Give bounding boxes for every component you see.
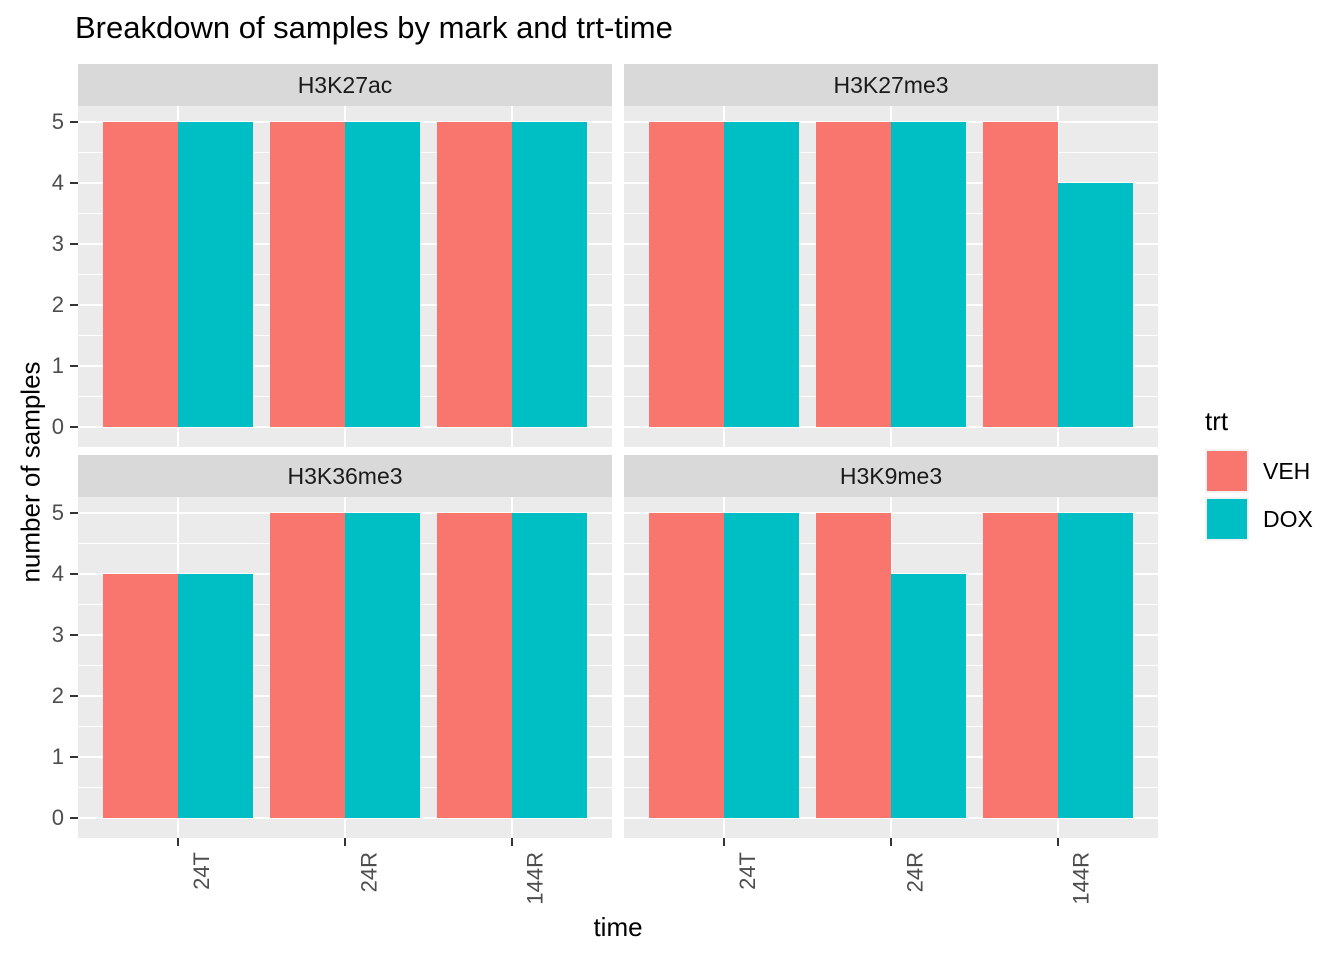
bar-H3K9me3-24T-VEH [649, 513, 725, 818]
x-tick [177, 838, 179, 846]
facet-panel-H3K27ac [78, 106, 612, 447]
veh-color-swatch-icon [1207, 451, 1247, 491]
y-tick-label: 3 [51, 231, 64, 256]
bar-H3K27ac-24R-VEH [269, 122, 345, 427]
legend: trt VEH DOX [1205, 406, 1313, 545]
bar-H3K27ac-144R-VEH [436, 122, 512, 427]
dox-color-swatch-icon [1207, 499, 1247, 539]
bar-H3K36me3-24R-DOX [345, 513, 421, 818]
legend-title: trt [1205, 406, 1229, 436]
legend-entry-dox: DOX [1205, 497, 1313, 541]
facet-panel-H3K27me3 [624, 106, 1158, 447]
facet-strip-H3K27me3: H3K27me3 [624, 64, 1158, 106]
facet-panel-H3K9me3 [624, 497, 1158, 838]
bar-H3K27me3-24R-VEH [815, 122, 891, 427]
bar-H3K27ac-24R-DOX [345, 122, 421, 427]
x-tick-label: 144R [1069, 852, 1094, 905]
facet-strip-label: H3K27me3 [833, 71, 949, 98]
y-tick [70, 756, 78, 758]
bar-H3K36me3-144R-VEH [436, 513, 512, 818]
y-tick-label: 5 [51, 109, 64, 134]
gridline-major [624, 426, 1158, 428]
x-axis-title: time [593, 912, 643, 942]
y-tick-label: 1 [51, 353, 64, 378]
chart-title: Breakdown of samples by mark and trt-tim… [75, 10, 673, 45]
y-tick [70, 243, 78, 245]
y-tick [70, 365, 78, 367]
y-tick-label: 2 [51, 683, 64, 708]
y-tick [70, 304, 78, 306]
facet-strip-label: H3K27ac [297, 71, 393, 98]
facet-strip-H3K27ac: H3K27ac [78, 64, 612, 106]
bar-H3K9me3-144R-VEH [982, 513, 1058, 818]
x-tick-label: 24T [735, 852, 760, 890]
gridline-major [78, 817, 612, 819]
legend-entry-veh: VEH [1205, 449, 1313, 493]
gridline-major [78, 426, 612, 428]
legend-label-veh: VEH [1263, 457, 1311, 484]
bar-H3K9me3-24R-DOX [891, 574, 967, 818]
x-tick-label: 24T [189, 852, 214, 890]
facet-strip-label: H3K9me3 [839, 462, 943, 489]
bar-H3K36me3-24T-DOX [178, 574, 254, 818]
y-tick-label: 3 [51, 622, 64, 647]
y-tick-label: 0 [51, 414, 64, 439]
y-tick [70, 695, 78, 697]
y-tick [70, 426, 78, 428]
facet-panel-H3K36me3 [78, 497, 612, 838]
x-tick [890, 838, 892, 846]
legend-key-veh [1205, 449, 1249, 493]
x-tick-label: 24R [356, 852, 381, 893]
bar-H3K27ac-24T-VEH [103, 122, 179, 427]
gridline-major [624, 512, 1158, 514]
bar-H3K36me3-24T-VEH [103, 574, 179, 818]
y-tick [70, 634, 78, 636]
bar-H3K9me3-24R-VEH [815, 513, 891, 818]
y-tick [70, 573, 78, 575]
facet-strip-H3K9me3: H3K9me3 [624, 455, 1158, 497]
y-tick-label: 1 [51, 744, 64, 769]
y-tick [70, 121, 78, 123]
y-tick-label: 4 [51, 170, 64, 195]
y-tick-label: 4 [51, 561, 64, 586]
bar-H3K27me3-24R-DOX [891, 122, 967, 427]
y-tick [70, 512, 78, 514]
bar-H3K27me3-144R-DOX [1057, 183, 1133, 427]
bar-H3K27me3-24T-DOX [724, 122, 800, 427]
y-tick [70, 817, 78, 819]
y-axis-title: number of samples [15, 361, 46, 583]
bar-H3K27me3-144R-VEH [982, 122, 1058, 427]
x-tick [1057, 838, 1059, 846]
bar-H3K36me3-144R-DOX [511, 513, 587, 818]
bar-H3K27ac-24T-DOX [178, 122, 254, 427]
y-tick-label: 0 [51, 805, 64, 830]
y-tick-label: 5 [51, 500, 64, 525]
x-tick [344, 838, 346, 846]
x-tick-label: 24R [902, 852, 927, 893]
gridline-minor [624, 543, 1158, 544]
bar-H3K27me3-24T-VEH [649, 122, 725, 427]
facet-strip-H3K36me3: H3K36me3 [78, 455, 612, 497]
bar-H3K27ac-144R-DOX [511, 122, 587, 427]
bar-H3K36me3-24R-VEH [269, 513, 345, 818]
bar-H3K9me3-24T-DOX [724, 513, 800, 818]
y-tick-label: 2 [51, 292, 64, 317]
x-tick-label: 144R [523, 852, 548, 905]
y-tick [70, 182, 78, 184]
gridline-major [624, 817, 1158, 819]
legend-key-dox [1205, 497, 1249, 541]
bar-H3K9me3-144R-DOX [1057, 513, 1133, 818]
legend-label-dox: DOX [1263, 505, 1313, 532]
x-tick [723, 838, 725, 846]
facet-strip-label: H3K36me3 [287, 462, 403, 489]
x-tick [511, 838, 513, 846]
